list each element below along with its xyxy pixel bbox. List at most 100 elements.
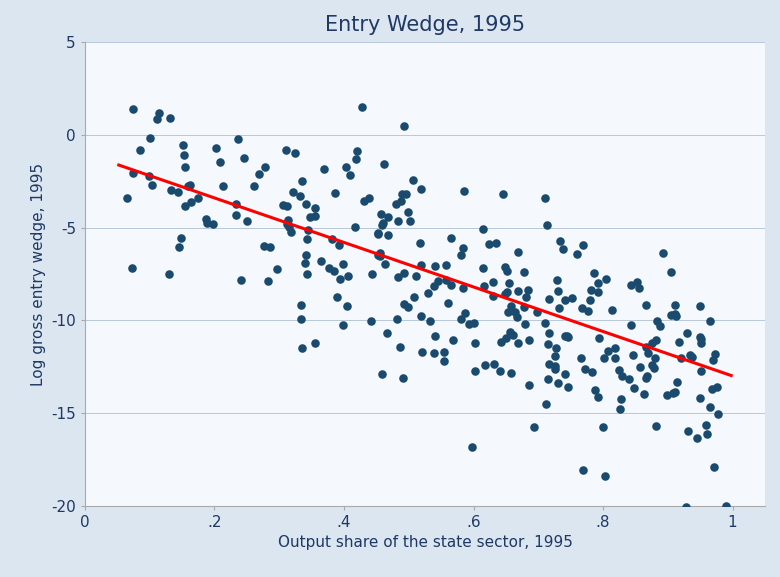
Point — [518, 303, 530, 312]
Point — [541, 340, 554, 349]
Point — [398, 121, 410, 130]
Point — [665, 310, 677, 320]
Point — [341, 301, 353, 310]
Point — [541, 220, 553, 230]
Point — [584, 285, 597, 294]
Point — [429, 331, 441, 340]
Point — [512, 247, 524, 256]
Point — [379, 259, 392, 268]
Point — [691, 433, 704, 443]
Point — [381, 212, 394, 222]
Point — [520, 293, 533, 302]
Point — [410, 272, 422, 281]
Point — [551, 379, 564, 388]
Point — [253, 169, 265, 178]
Point — [641, 348, 654, 357]
Point — [625, 281, 637, 290]
Point — [523, 286, 535, 295]
Point — [720, 501, 732, 511]
Point — [592, 392, 604, 401]
Point — [556, 245, 569, 254]
Point — [271, 264, 284, 273]
Point — [623, 374, 636, 383]
Point — [286, 187, 299, 196]
Point — [528, 423, 541, 432]
Point — [374, 248, 387, 257]
Point — [309, 203, 321, 212]
Point — [701, 429, 714, 439]
Point — [499, 290, 512, 299]
Point — [512, 339, 525, 348]
Point — [247, 181, 260, 190]
Point — [323, 263, 335, 272]
Point — [558, 332, 571, 341]
Point — [477, 264, 489, 273]
Point — [172, 188, 184, 197]
Point — [668, 387, 681, 396]
Point — [315, 257, 328, 266]
Point — [519, 320, 531, 329]
Point — [214, 158, 226, 167]
Point — [358, 196, 370, 205]
Point — [540, 400, 552, 409]
Point — [445, 280, 458, 289]
Point — [562, 332, 574, 342]
Point — [276, 201, 289, 210]
Point — [707, 462, 720, 471]
Point — [431, 277, 444, 286]
Point — [538, 319, 551, 328]
Point — [694, 394, 707, 403]
Point — [300, 199, 313, 208]
Point — [708, 349, 721, 358]
Point — [392, 216, 404, 226]
Point — [647, 360, 659, 369]
Point — [616, 371, 629, 380]
Point — [615, 394, 628, 403]
Point — [282, 215, 294, 224]
Point — [285, 227, 298, 237]
Point — [344, 170, 356, 179]
Point — [439, 275, 452, 284]
Point — [381, 328, 393, 338]
Point — [390, 200, 402, 209]
Point — [414, 260, 427, 269]
Point — [299, 258, 311, 268]
Point — [282, 223, 295, 232]
Point — [673, 338, 686, 347]
Point — [656, 249, 668, 258]
Point — [375, 210, 388, 219]
Point — [173, 242, 186, 252]
Point — [646, 339, 658, 348]
Point — [406, 175, 419, 185]
Point — [134, 145, 147, 154]
X-axis label: Output share of the state sector, 1995: Output share of the state sector, 1995 — [278, 535, 573, 550]
Point — [281, 220, 293, 229]
Point — [232, 134, 245, 144]
Point — [391, 314, 403, 324]
Point — [469, 338, 481, 347]
Point — [661, 391, 674, 400]
Point — [377, 218, 389, 227]
Point — [479, 361, 491, 370]
Point — [376, 370, 388, 379]
Point — [634, 362, 647, 371]
Point — [176, 234, 188, 243]
Point — [428, 262, 441, 271]
Point — [146, 181, 158, 190]
Point — [671, 377, 683, 387]
Point — [509, 307, 521, 316]
Point — [469, 366, 481, 376]
Point — [548, 351, 561, 360]
Point — [700, 420, 712, 429]
Point — [371, 250, 384, 260]
Point — [317, 164, 330, 174]
Point — [200, 215, 212, 224]
Point — [683, 351, 696, 360]
Y-axis label: Log gross entry wedge, 1995: Log gross entry wedge, 1995 — [30, 163, 45, 385]
Point — [711, 383, 723, 392]
Point — [487, 277, 499, 286]
Point — [340, 163, 353, 172]
Point — [543, 294, 555, 304]
Point — [182, 181, 194, 190]
Point — [483, 239, 495, 249]
